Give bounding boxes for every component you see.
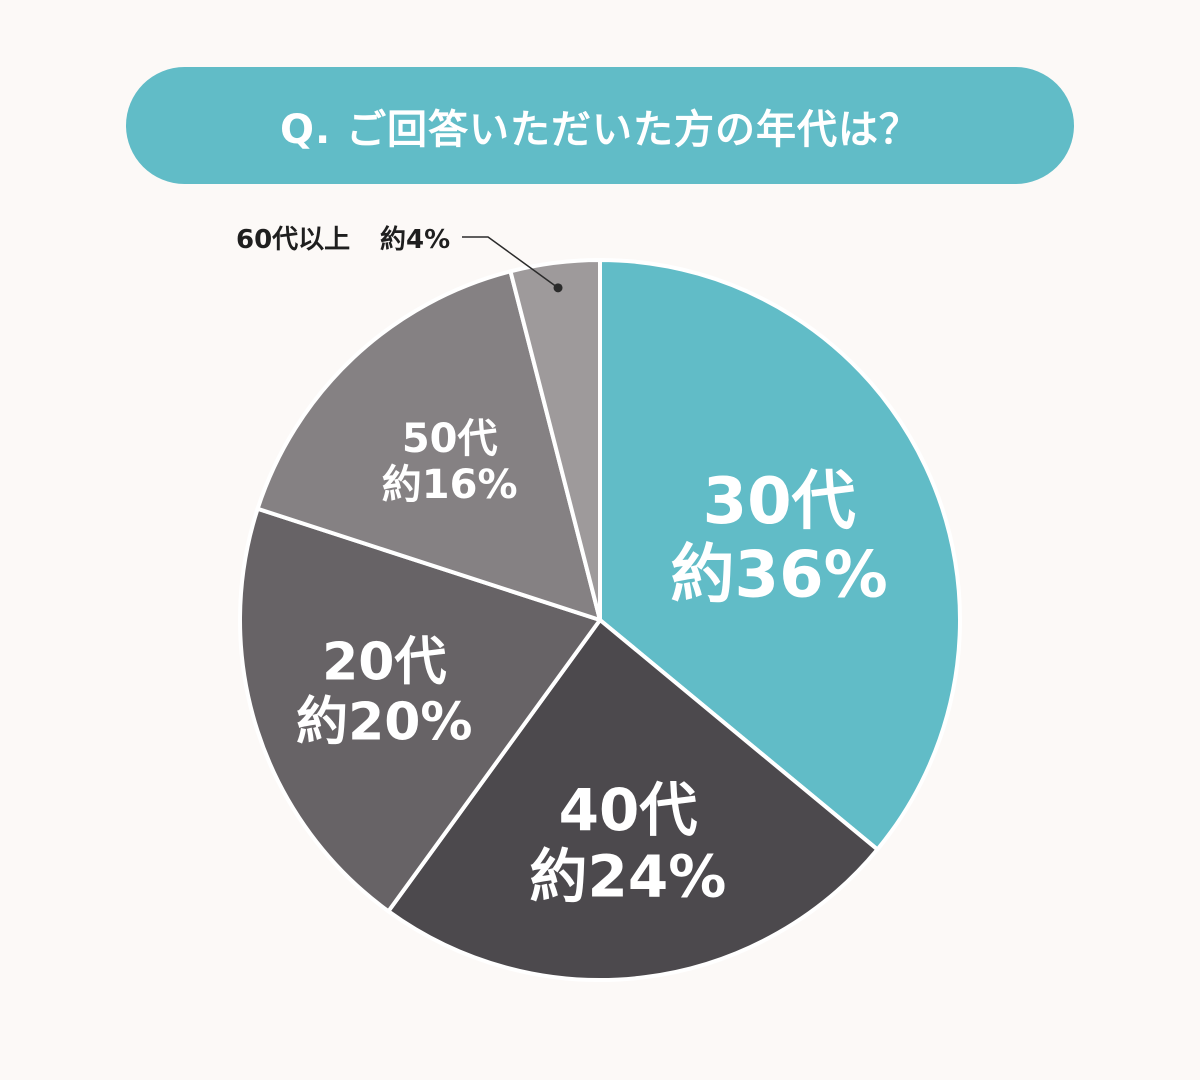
- slice-5-callout-category: 60代以上: [236, 225, 350, 255]
- slice-1-wedge: [598, 258, 962, 852]
- slice-3-category-label: 20代: [322, 633, 446, 693]
- slice-3-wedge: [238, 506, 602, 914]
- small-slice-callout: 60代以上 約4%: [236, 224, 563, 293]
- chart-title: Q. ご回答いただいた方の年代は？: [279, 106, 921, 153]
- slice-4-wedge: [255, 269, 602, 622]
- slice-3-percent-label: 約20%: [296, 692, 472, 752]
- slice-1-percent-label: 約36%: [671, 538, 888, 612]
- slice-2-wedge: [386, 618, 880, 982]
- slice-2-category-label: 40代: [559, 776, 698, 844]
- slice-5-wedge: [508, 258, 602, 622]
- pie-slices: [238, 258, 962, 982]
- slice-2-percent-label: 約24%: [530, 843, 727, 911]
- slice-1-category-label: 30代: [703, 465, 856, 539]
- slice-4-category-label: 50代: [402, 416, 498, 462]
- slice-5-callout-percent: 約4%: [380, 224, 450, 255]
- title-banner: Q. ご回答いただいた方の年代は？: [126, 67, 1074, 184]
- slice-4-percent-label: 約16%: [382, 462, 518, 508]
- slice-5-callout-line: [462, 236, 559, 289]
